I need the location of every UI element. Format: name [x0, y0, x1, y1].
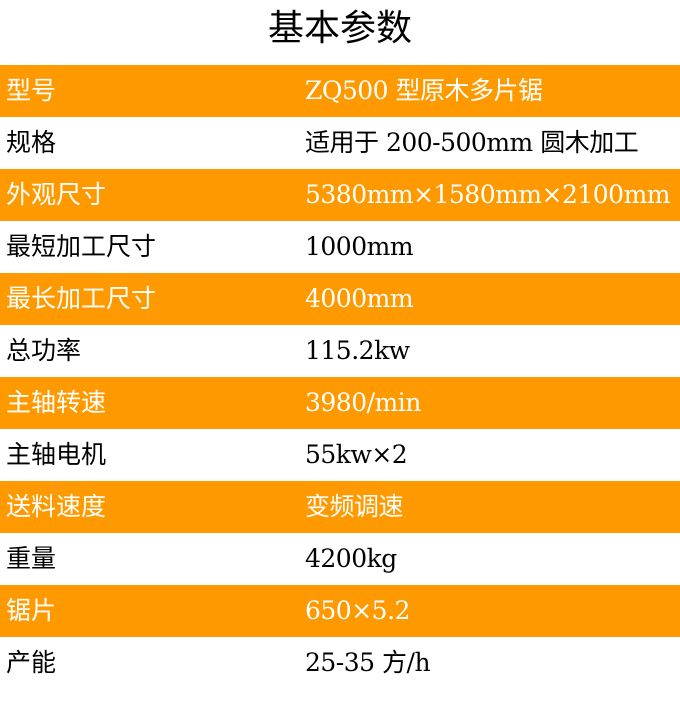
- table-row: 外观尺寸 5380mm×1580mm×2100mm: [0, 169, 680, 221]
- spec-value: 650×5.2: [305, 596, 410, 625]
- table-row: 重量 4200kg: [0, 533, 680, 585]
- spec-value: 55kw×2: [305, 440, 408, 469]
- table-row: 型号 ZQ500 型原木多片锯: [0, 65, 680, 117]
- table-row: 总功率 115.2kw: [0, 325, 680, 377]
- spec-value: 4200kg: [305, 544, 397, 573]
- spec-label: 最长加工尺寸: [6, 284, 157, 313]
- spec-table: 型号 ZQ500 型原木多片锯规格 适用于 200-500mm 圆木加工外观尺寸 53…: [0, 65, 680, 689]
- spec-value: 3980/min: [305, 388, 421, 417]
- spec-label: 最短加工尺寸: [6, 232, 157, 261]
- table-row: 产能 25-35 方/h: [0, 637, 680, 689]
- spec-label: 主轴电机: [6, 440, 107, 469]
- spec-value: 4000mm: [305, 284, 414, 313]
- table-row: 主轴转速 3980/min: [0, 377, 680, 429]
- spec-value: ZQ500 型原木多片锯: [305, 76, 543, 105]
- spec-label: 主轴转速: [6, 388, 107, 417]
- table-row: 最长加工尺寸 4000mm: [0, 273, 680, 325]
- spec-label: 重量: [6, 544, 57, 573]
- spec-value: 115.2kw: [305, 336, 410, 365]
- spec-label: 型号: [6, 76, 57, 105]
- spec-value: 适用于 200-500mm 圆木加工: [305, 128, 639, 157]
- spec-value: 25-35 方/h: [305, 648, 431, 677]
- spec-label: 规格: [6, 128, 57, 157]
- spec-label: 送料速度: [6, 492, 107, 521]
- table-row: 规格 适用于 200-500mm 圆木加工: [0, 117, 680, 169]
- spec-label: 总功率: [6, 336, 82, 365]
- table-row: 送料速度 变频调速: [0, 481, 680, 533]
- spec-value: 变频调速: [305, 492, 404, 521]
- table-row: 主轴电机 55kw×2: [0, 429, 680, 481]
- spec-value: 5380mm×1580mm×2100mm: [305, 180, 671, 209]
- table-row: 最短加工尺寸 1000mm: [0, 221, 680, 273]
- page-title: 基本参数: [267, 8, 412, 49]
- spec-label: 锯片: [6, 596, 57, 625]
- spec-label: 外观尺寸: [6, 180, 107, 209]
- spec-value: 1000mm: [305, 232, 414, 261]
- spec-label: 产能: [6, 648, 57, 677]
- table-row: 锯片 650×5.2: [0, 585, 680, 637]
